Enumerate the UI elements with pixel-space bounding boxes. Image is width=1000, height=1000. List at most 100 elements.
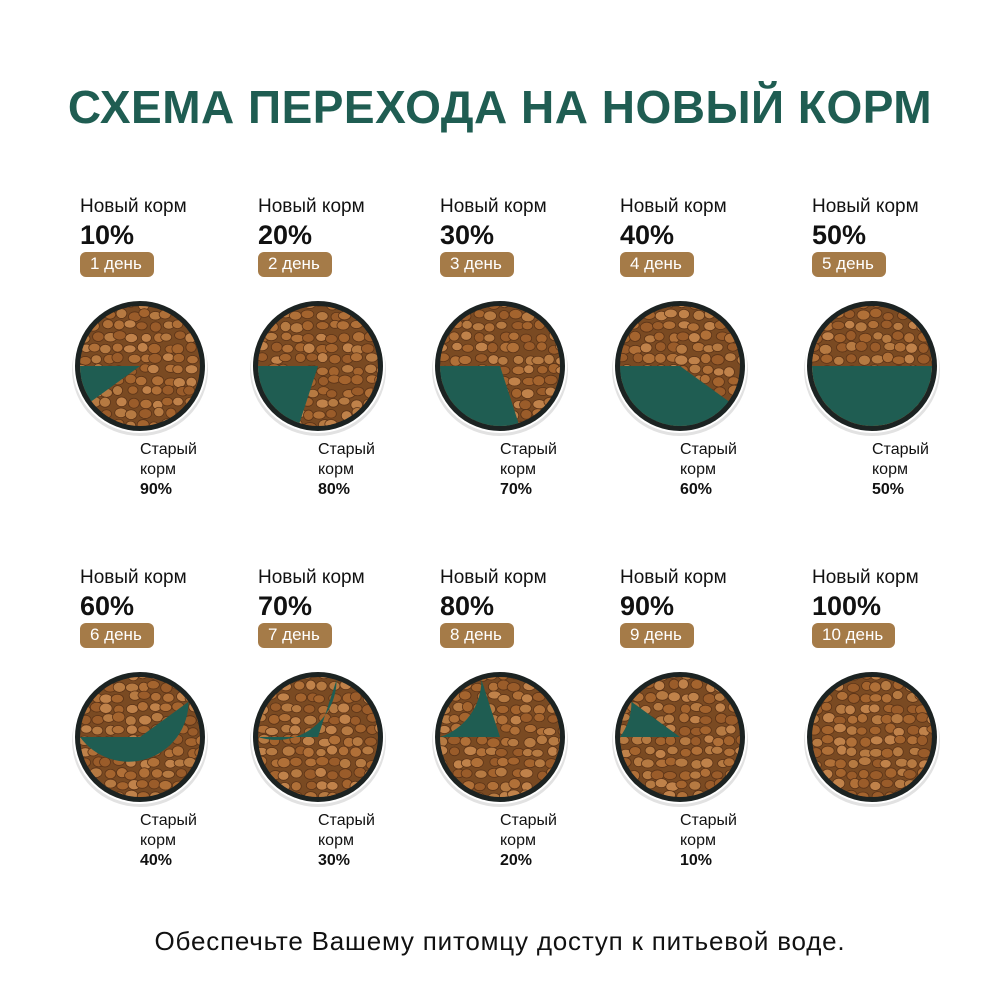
step-card-2: Новый корм 20% 2 день Старый корм 80%: [250, 196, 438, 526]
step-card-10: Новый корм 100% 10 день: [804, 567, 992, 897]
day-badge: 5 день: [812, 252, 886, 277]
old-food-caption: Старый корм 80%: [318, 440, 375, 500]
new-food-label: Новый корм: [440, 567, 547, 588]
new-food-label: Новый корм: [80, 567, 187, 588]
old-food-label: Старый: [318, 441, 375, 458]
page-title: СХЕМА ПЕРЕХОДА НА НОВЫЙ КОРМ: [67, 81, 933, 133]
bowl-pie-icon: [72, 299, 208, 436]
old-food-label: Старый: [140, 812, 197, 829]
old-food-caption: Старый корм 60%: [680, 440, 737, 500]
new-food-percent: 50%: [812, 220, 867, 250]
old-food-caption: Старый корм 50%: [872, 440, 929, 500]
new-food-label: Новый корм: [620, 196, 727, 217]
old-food-label-2: корм: [318, 832, 354, 849]
old-food-wedge: [80, 341, 140, 426]
old-food-wedge: [620, 366, 729, 426]
step-card-7: Новый корм 70% 7 день Старый корм 30%: [250, 567, 438, 897]
new-food-percent: 90%: [620, 591, 675, 621]
step-card-5: Новый корм 50% 5 день Старый корм 50%: [804, 196, 992, 526]
old-food-label-2: корм: [680, 832, 716, 849]
food-bowl: [70, 296, 210, 436]
new-food-label: Новый корм: [620, 567, 727, 588]
food-bowl: [610, 667, 750, 807]
day-badge: 3 день: [440, 252, 514, 277]
old-food-percent: 70%: [500, 481, 533, 498]
old-food-caption: Старый корм 20%: [500, 811, 557, 871]
old-food-percent: 50%: [872, 481, 905, 498]
old-food-percent: 10%: [680, 852, 713, 869]
old-food-wedge: [812, 366, 932, 426]
old-food-wedge: [440, 679, 500, 737]
new-food-percent: 10%: [80, 220, 135, 250]
new-food-percent: 40%: [620, 220, 675, 250]
old-food-label-2: корм: [500, 461, 536, 478]
new-food-percent: 60%: [80, 591, 135, 621]
old-food-label: Старый: [680, 812, 737, 829]
bowl-pie-icon: [804, 299, 940, 436]
new-food-percent: 80%: [440, 591, 495, 621]
old-food-caption: Старый корм 40%: [140, 811, 197, 871]
old-food-label-2: корм: [500, 832, 536, 849]
day-badge: 9 день: [620, 623, 694, 648]
food-bowl: [610, 296, 750, 436]
new-food-label: Новый корм: [258, 196, 365, 217]
day-badge: 8 день: [440, 623, 514, 648]
bowl-pie-icon: [72, 670, 208, 807]
new-food-label: Новый корм: [812, 567, 919, 588]
bowl-pie-icon: [612, 299, 748, 436]
food-bowl: [248, 667, 388, 807]
step-card-9: Новый корм 90% 9 день Старый корм 10%: [612, 567, 800, 897]
day-badge: 2 день: [258, 252, 332, 277]
old-food-percent: 40%: [140, 852, 173, 869]
new-food-percent: 70%: [258, 591, 313, 621]
bowl-pie-icon: [432, 299, 568, 436]
day-badge: 10 день: [812, 623, 896, 648]
old-food-wedge: [258, 679, 337, 740]
old-food-label: Старый: [500, 441, 557, 458]
old-food-percent: 20%: [500, 852, 533, 869]
bowl-pie-icon: [804, 670, 940, 807]
day-badge: 4 день: [620, 252, 694, 277]
old-food-label-2: корм: [318, 461, 354, 478]
old-food-label: Старый: [680, 441, 737, 458]
food-bowl: [70, 667, 210, 807]
new-food-percent: 20%: [258, 220, 313, 250]
day-badge: 6 день: [80, 623, 154, 648]
old-food-percent: 80%: [318, 481, 351, 498]
old-food-percent: 90%: [140, 481, 173, 498]
step-card-8: Новый корм 80% 8 день Старый корм 20%: [432, 567, 620, 897]
old-food-caption: Старый корм 30%: [318, 811, 375, 871]
old-food-caption: Старый корм 70%: [500, 440, 557, 500]
bowl-pie-icon: [432, 670, 568, 807]
food-bowl: [802, 667, 942, 807]
bowl-pie-icon: [250, 299, 386, 436]
food-bowl: [430, 667, 570, 807]
step-card-3: Новый корм 30% 3 день Старый корм 70%: [432, 196, 620, 526]
food-bowl: [802, 296, 942, 436]
new-food-label: Новый корм: [80, 196, 187, 217]
old-food-caption: Старый корм 90%: [140, 440, 197, 500]
food-bowl: [430, 296, 570, 436]
new-food-label: Новый корм: [258, 567, 365, 588]
bowl-pie-icon: [250, 670, 386, 807]
old-food-label: Старый: [872, 441, 929, 458]
food-bowl: [248, 296, 388, 436]
old-food-wedge: [258, 363, 318, 426]
day-badge: 7 день: [258, 623, 332, 648]
new-food-label: Новый корм: [812, 196, 919, 217]
day-badge: 1 день: [80, 252, 154, 277]
old-food-label-2: корм: [140, 461, 176, 478]
old-food-label: Старый: [500, 812, 557, 829]
old-food-wedge: [620, 701, 680, 737]
step-card-6: Новый корм 60% 6 день Старый корм 40%: [72, 567, 260, 897]
old-food-percent: 60%: [680, 481, 713, 498]
old-food-label-2: корм: [872, 461, 908, 478]
new-food-label: Новый корм: [440, 196, 547, 217]
old-food-label: Старый: [318, 812, 375, 829]
old-food-label-2: корм: [680, 461, 716, 478]
new-food-percent: 30%: [440, 220, 495, 250]
old-food-caption: Старый корм 10%: [680, 811, 737, 871]
old-food-percent: 30%: [318, 852, 351, 869]
step-card-1: Новый корм 10% 1 день Старый корм 90%: [72, 196, 260, 526]
old-food-wedge: [80, 701, 189, 762]
